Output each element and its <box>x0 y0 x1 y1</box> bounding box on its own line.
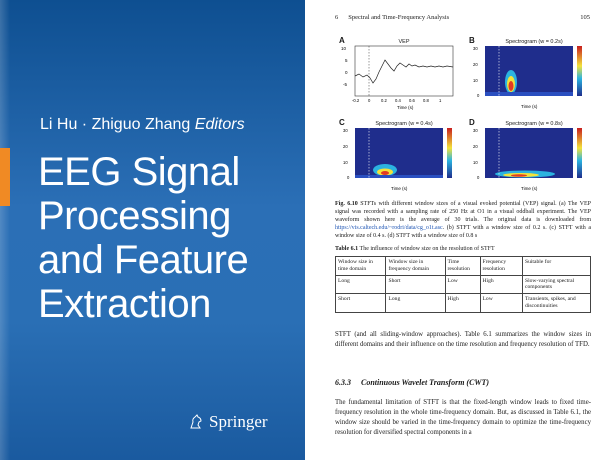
cover-title-line: EEG Signal <box>38 150 240 194</box>
x-tick: 0 <box>368 98 371 103</box>
chapter-title: Spectral and Time-Frequency Analysis <box>348 14 450 21</box>
table-header: Suitable for <box>521 256 592 276</box>
f-tick: 0 <box>347 175 350 180</box>
table-header: Window size in frequency domain <box>385 256 446 276</box>
y-tick: -5 <box>343 82 347 87</box>
data-source-link[interactable]: https://vis.caltech.edu/~rodri/data/cg_o… <box>335 225 443 231</box>
table-cell: Low <box>479 293 523 313</box>
spectrogram-b: 30 20 10 0 Time (s) <box>473 46 582 109</box>
panel-label: C <box>339 118 345 127</box>
table-cell: Short <box>334 293 387 313</box>
f-tick: 0 <box>477 175 480 180</box>
spectrogram-c: 30 20 10 0 Time (s) <box>343 128 452 191</box>
x-axis-label: Time (s) <box>397 105 414 110</box>
cover-editors: Li Hu · Zhiguo Zhang Editors <box>40 116 245 134</box>
figure-caption-text: STFTs with different window sizes of a v… <box>335 201 591 223</box>
table-row: Short Long High Low Transients, spikes, … <box>334 293 592 313</box>
f-tick: 10 <box>473 160 478 165</box>
f-tick: 30 <box>343 128 348 133</box>
x-tick: 0.8 <box>423 98 429 103</box>
cover-accent-bar <box>0 148 10 206</box>
vep-plot: 10 5 0 -5 -0.2 0 0.2 0.4 0.6 0.8 1 Time … <box>341 45 454 110</box>
cover-spine-shade <box>0 0 10 460</box>
book-cover: Li Hu · Zhiguo Zhang Editors EEG Signal … <box>0 0 305 460</box>
cover-editor-names: Li Hu · Zhiguo Zhang <box>40 116 191 133</box>
panel-title: VEP <box>398 39 410 45</box>
table-header-row: Window size in time domain Window size i… <box>334 256 592 276</box>
cover-title-line: and Feature <box>38 238 249 282</box>
x-ticks-a: -0.2 0 0.2 0.4 0.6 0.8 1 <box>352 98 442 103</box>
table-row: Long Short Low High Slow-varying spectra… <box>334 274 592 295</box>
body-paragraph: STFT (and all sliding-window approaches)… <box>335 331 591 348</box>
book-page: 6 Spectral and Time-Frequency Analysis 1… <box>305 0 600 460</box>
f-tick: 10 <box>473 78 478 83</box>
x-axis-label: Time (s) <box>521 104 538 109</box>
panel-title: Spectrogram (w = 0.8s) <box>505 121 563 127</box>
figure-caption-label: Fig. 6.10 <box>335 201 358 207</box>
section-heading: 6.3.3 Continuous Wavelet Transform (CWT) <box>335 378 489 387</box>
panel-label: A <box>339 36 345 45</box>
cover-title-line: Extraction <box>38 282 211 326</box>
f-tick: 20 <box>473 144 478 149</box>
table-cell: Long <box>385 293 446 313</box>
springer-horse-icon <box>190 414 202 429</box>
panel-title: Spectrogram (w = 0.2s) <box>505 39 563 45</box>
cover-title-line: Processing <box>38 194 231 238</box>
x-tick: -0.2 <box>352 98 360 103</box>
figure-caption: Fig. 6.10 STFTs with different window si… <box>335 200 591 240</box>
table-cell: Slow-varying spectral components <box>521 274 592 295</box>
f-tick: 30 <box>473 46 478 51</box>
figure-panel-b: 30 20 10 0 Time (s) B Spectrogram (w = 0… <box>469 36 599 111</box>
y-tick: 10 <box>341 46 347 51</box>
f-tick: 20 <box>473 62 478 67</box>
panel-label: D <box>469 118 475 127</box>
y-tick: 0 <box>345 70 348 75</box>
x-tick: 0.2 <box>381 98 387 103</box>
cover-publisher-name: Springer <box>209 412 268 431</box>
figure-panel-c: 30 20 10 0 Time (s) C Spectrogram (w = 0… <box>339 118 469 193</box>
table-cell: Transients, spikes, and discontinuities <box>521 293 592 313</box>
x-axis-label: Time (s) <box>521 186 538 191</box>
table-cell: Low <box>444 274 481 295</box>
figure-panel-d: 30 20 10 0 Time (s) D Spectrogram (w = 0… <box>469 118 599 193</box>
table-cell: Long <box>334 274 387 295</box>
table-cell: High <box>479 274 523 295</box>
x-tick: 1 <box>439 98 442 103</box>
table-header: Time resolution <box>444 256 481 276</box>
table-caption: Table 6.1 The influence of window size o… <box>335 246 591 252</box>
f-tick: 10 <box>343 160 348 165</box>
f-tick: 30 <box>473 128 478 133</box>
body-paragraph: The fundamental limitation of STFT is th… <box>335 399 591 436</box>
figure-caption-tail: . (b) STFT with a window size of 0.2 s. … <box>335 225 591 239</box>
x-tick: 0.4 <box>395 98 401 103</box>
section-number: 6.3.3 <box>335 378 351 387</box>
panel-title: Spectrogram (w = 0.4s) <box>375 121 433 127</box>
cover-editors-suffix: Editors <box>194 116 245 133</box>
figure-panel-a: 10 5 0 -5 -0.2 0 0.2 0.4 0.6 0.8 1 Time … <box>339 36 469 111</box>
f-tick: 0 <box>477 93 480 98</box>
f-tick: 20 <box>343 144 348 149</box>
page-number: 105 <box>580 14 590 21</box>
panel-label: B <box>469 36 475 45</box>
table-header: Window size in time domain <box>334 256 387 276</box>
table-cell: High <box>444 293 481 313</box>
y-tick: 5 <box>345 58 348 63</box>
cover-publisher: Springer <box>188 412 268 432</box>
chapter-number: 6 <box>335 14 339 21</box>
table-cell: Short <box>385 274 446 295</box>
section-title: Continuous Wavelet Transform (CWT) <box>361 378 490 387</box>
table-caption-label: Table 6.1 <box>335 246 359 252</box>
x-tick: 0.6 <box>409 98 415 103</box>
cover-title: EEG Signal Processing and Feature Extrac… <box>38 150 249 326</box>
table-header: Frequency resolution <box>479 256 523 276</box>
table-caption-text: The influence of window size on the reso… <box>359 246 495 252</box>
x-axis-label: Time (s) <box>391 186 408 191</box>
running-head: 6 Spectral and Time-Frequency Analysis 1… <box>335 14 590 21</box>
spectrogram-d: 30 20 10 0 Time (s) <box>473 128 582 191</box>
stft-table: Window size in time domain Window size i… <box>334 256 592 313</box>
